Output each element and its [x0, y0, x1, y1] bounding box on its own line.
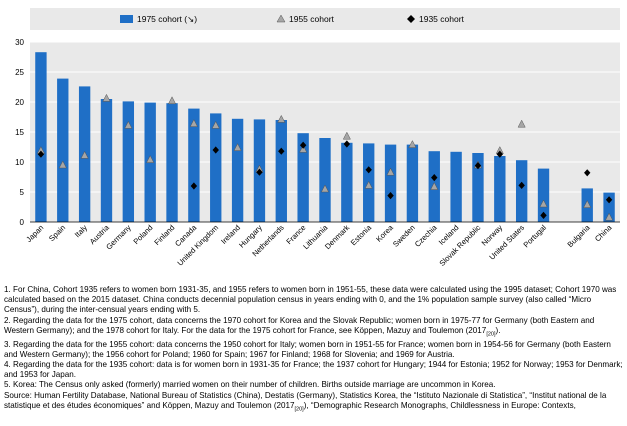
note-1: 1. For China, Cohort 1935 refers to wome…	[4, 285, 617, 315]
bar-1975-cohort	[494, 156, 506, 222]
bar-1975-cohort	[450, 151, 462, 222]
marker-1955-cohort	[189, 119, 198, 127]
x-tick-label: Sweden	[391, 223, 417, 249]
x-tick-label: Japan	[24, 223, 45, 244]
y-tick-label: 10	[15, 158, 24, 167]
y-tick-label: 5	[20, 188, 25, 197]
marker-1955-cohort	[233, 143, 242, 151]
source-ref: [20]	[294, 406, 304, 413]
legend-label: 1975 cohort (↘)	[137, 14, 197, 24]
y-tick-label: 20	[15, 98, 24, 107]
marker-1955-cohort	[364, 180, 373, 189]
note-3: 3. Regarding the data for the 1955 cohor…	[4, 339, 611, 359]
marker-1955-cohort	[605, 212, 614, 221]
y-tick-label: 0	[20, 218, 25, 227]
marker-1955-cohort	[168, 96, 177, 105]
x-tick-label: Portugal	[522, 223, 549, 250]
marker-1935-cohort	[474, 162, 482, 170]
bar-1975-cohort	[515, 160, 528, 222]
marker-1955-cohort	[539, 199, 548, 208]
x-tick-label: Spain	[47, 223, 67, 243]
x-tick-label: Czechia	[413, 223, 439, 249]
legend-swatch-bar	[120, 15, 133, 23]
bar-1975-cohort	[341, 142, 353, 222]
bar-1975-cohort	[603, 192, 615, 222]
source-note: Source: Human Fertility Database, Nation…	[4, 391, 626, 415]
marker-1955-cohort	[583, 200, 592, 208]
y-tick-label: 15	[15, 128, 24, 137]
source-tail: ), “Demographic Research Monographs, Chi…	[303, 400, 576, 410]
marker-1935-cohort	[496, 150, 504, 158]
marker-1935-cohort	[343, 140, 351, 148]
marker-1955-cohort	[211, 120, 220, 129]
note-2-text: 2. Regarding the data for the 1975 cohor…	[4, 315, 595, 335]
x-tick-label: Finland	[152, 223, 176, 247]
source-text: Source: Human Fertility Database, Nation…	[4, 390, 607, 410]
marker-1935-cohort	[518, 181, 525, 189]
x-tick-label: Italy	[73, 223, 89, 239]
marker-1955-cohort	[342, 131, 351, 140]
marker-1955-cohort	[124, 120, 133, 129]
marker-1935-cohort	[190, 182, 198, 190]
marker-1955-cohort	[58, 160, 67, 169]
y-tick-label: 30	[15, 38, 24, 47]
bar-1975-cohort	[297, 133, 309, 222]
bar-1975-cohort	[406, 144, 419, 222]
bar-1975-cohort	[35, 52, 47, 223]
bar-1975-cohort	[210, 113, 222, 222]
marker-1935-cohort	[387, 192, 394, 200]
marker-1935-cohort	[278, 147, 285, 155]
marker-1935-cohort	[431, 174, 438, 182]
marker-1955-cohort	[320, 184, 330, 193]
note-2-end: ).	[495, 325, 501, 335]
marker-1935-cohort	[299, 141, 307, 149]
marker-1935-cohort	[584, 169, 591, 177]
bar-1975-cohort	[100, 99, 113, 222]
marker-1935-cohort	[37, 150, 45, 158]
marker-1955-cohort	[517, 119, 526, 128]
bar-1975-cohort	[166, 103, 178, 222]
note-2: 2. Regarding the data for the 1975 cohor…	[4, 316, 626, 340]
bar-1975-cohort	[122, 101, 135, 222]
x-tick-label: Poland	[132, 223, 155, 246]
bar-1975-cohort	[188, 108, 200, 222]
legend-swatch-diamond	[407, 15, 415, 23]
chart-area: 1975 cohort (↘) 1955 cohort 1935 cohort 0 5 1…	[15, 8, 620, 268]
marker-1955-cohort	[146, 155, 155, 163]
note-4: 4. Regarding the data for the 1935 cohor…	[4, 360, 623, 380]
x-tick-label: Estonia	[349, 223, 374, 248]
legend-swatch-triangle	[276, 14, 286, 23]
x-tick-label: China	[593, 223, 614, 244]
marker-1955-cohort	[102, 93, 111, 102]
marker-1935-cohort	[540, 211, 547, 219]
bar-1975-cohort	[472, 153, 484, 222]
bar-1975-cohort	[231, 118, 244, 222]
note-2-ref: [20]	[486, 331, 496, 338]
marker-1935-cohort	[605, 196, 613, 204]
marker-1955-cohort	[80, 150, 89, 159]
marker-1955-cohort	[299, 144, 308, 153]
y-tick-label: 25	[15, 68, 24, 77]
legend-label: 1955 cohort	[289, 14, 335, 24]
legend-label: 1935 cohort	[419, 14, 465, 24]
x-tick-label: Bulgaria	[566, 223, 593, 250]
legend-background	[30, 8, 620, 30]
marker-1955-cohort	[408, 140, 417, 148]
marker-1955-cohort	[277, 114, 286, 123]
marker-1955-cohort	[430, 182, 439, 190]
bar-1975-cohort	[57, 78, 69, 222]
x-tick-label: Denmark	[323, 223, 351, 251]
bar-1975-cohort	[319, 138, 331, 222]
marker-1935-cohort	[256, 168, 263, 176]
bar-1975-cohort	[537, 168, 550, 222]
bar-chart: 1975 cohort (↘) 1955 cohort 1935 cohort 0 5 1…	[15, 8, 620, 268]
chart-notes: 1. For China, Cohort 1935 refers to wome…	[4, 285, 626, 415]
bar-1975-cohort	[275, 120, 287, 222]
note-5: 5. Korea: The Census only asked (formerl…	[4, 380, 496, 390]
marker-1935-cohort	[365, 166, 372, 174]
marker-1935-cohort	[212, 146, 219, 154]
bar-1975-cohort	[384, 144, 397, 222]
marker-1955-cohort	[386, 167, 395, 176]
